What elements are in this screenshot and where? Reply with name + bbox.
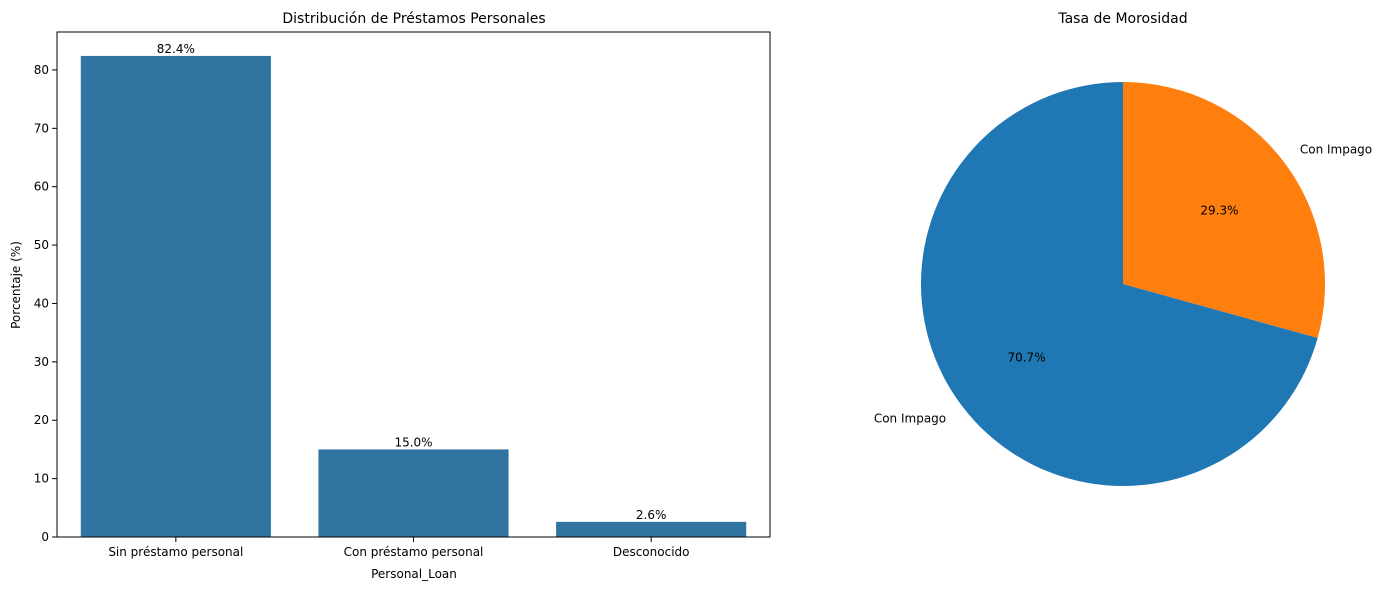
x-tick-label: Con préstamo personal bbox=[344, 545, 484, 559]
y-tick-label: 50 bbox=[34, 238, 49, 252]
bar-x-axis-label: Personal_Loan bbox=[371, 567, 457, 581]
bar bbox=[556, 521, 747, 537]
pie-slices bbox=[921, 82, 1326, 487]
y-tick-label: 40 bbox=[34, 296, 49, 310]
y-tick-label: 20 bbox=[34, 413, 49, 427]
y-tick-label: 70 bbox=[34, 121, 49, 135]
x-tick-label: Desconocido bbox=[613, 545, 690, 559]
bar-plot-frame bbox=[56, 31, 771, 538]
bar bbox=[80, 55, 271, 538]
bar-data-label: 2.6% bbox=[636, 508, 667, 522]
bar-chart: Distribución de Préstamos Personales 0 10… bbox=[9, 11, 771, 581]
pie-slice-label: Con Impago bbox=[1300, 142, 1372, 156]
bar bbox=[318, 449, 509, 537]
pie-chart: Tasa de Morosidad 70.7% Con Impago 29.3% Co… bbox=[874, 11, 1372, 487]
bar-data-label: 82.4% bbox=[157, 42, 195, 56]
bar-y-ticks: 0 10 20 30 40 50 60 70 80 bbox=[34, 63, 57, 544]
bar-y-axis-label: Porcentaje (%) bbox=[9, 241, 23, 329]
y-tick-label: 80 bbox=[34, 63, 49, 77]
pie-slice-label: Con Impago bbox=[874, 412, 946, 426]
bar-x-ticks: Sin préstamo personal Con préstamo person… bbox=[108, 537, 689, 559]
y-tick-label: 30 bbox=[34, 355, 49, 369]
bar-bars bbox=[80, 55, 747, 538]
bar-data-label: 15.0% bbox=[394, 435, 432, 449]
bar-chart-title: Distribución de Préstamos Personales bbox=[282, 11, 545, 27]
pie-chart-title: Tasa de Morosidad bbox=[1057, 11, 1187, 27]
y-tick-label: 0 bbox=[41, 530, 49, 544]
pie-slice bbox=[921, 82, 1318, 487]
pie-slice bbox=[1123, 82, 1326, 338]
y-tick-label: 10 bbox=[34, 472, 49, 486]
bar-data-labels: 82.4% 15.0% 2.6% bbox=[157, 42, 667, 522]
pie-labels: 70.7% Con Impago 29.3% Con Impago bbox=[874, 142, 1372, 425]
y-tick-label: 60 bbox=[34, 180, 49, 194]
pie-pct-label: 70.7% bbox=[1007, 350, 1045, 364]
pie-pct-label: 29.3% bbox=[1200, 204, 1238, 218]
x-tick-label: Sin préstamo personal bbox=[108, 545, 243, 559]
